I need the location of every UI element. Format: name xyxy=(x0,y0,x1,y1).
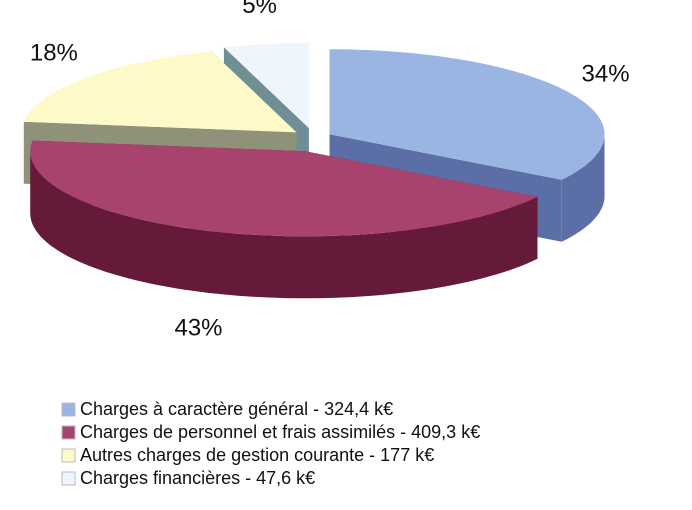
slice xyxy=(23,51,297,133)
slice-side xyxy=(561,134,605,242)
legend-label: Charges à caractère général - 324,4 k€ xyxy=(80,399,393,419)
legend-label: Autres charges de gestion courante - 177… xyxy=(80,445,434,465)
legend-swatch xyxy=(61,471,76,486)
data-label: 18% xyxy=(30,39,78,66)
legend-swatch xyxy=(61,448,76,463)
legend-swatch xyxy=(61,425,76,440)
slice xyxy=(223,43,309,129)
data-label: 43% xyxy=(174,314,222,341)
slice xyxy=(30,140,538,299)
legend-label: Charges de personnel et frais assimilés … xyxy=(80,422,480,442)
data-label: 34% xyxy=(582,60,630,87)
data-label: 5% xyxy=(242,0,277,19)
slice xyxy=(329,49,605,180)
legend-label: Charges financières - 47,6 k€ xyxy=(80,468,315,488)
legend-swatch xyxy=(61,402,76,417)
slice-side xyxy=(30,151,538,299)
slice xyxy=(30,140,538,237)
